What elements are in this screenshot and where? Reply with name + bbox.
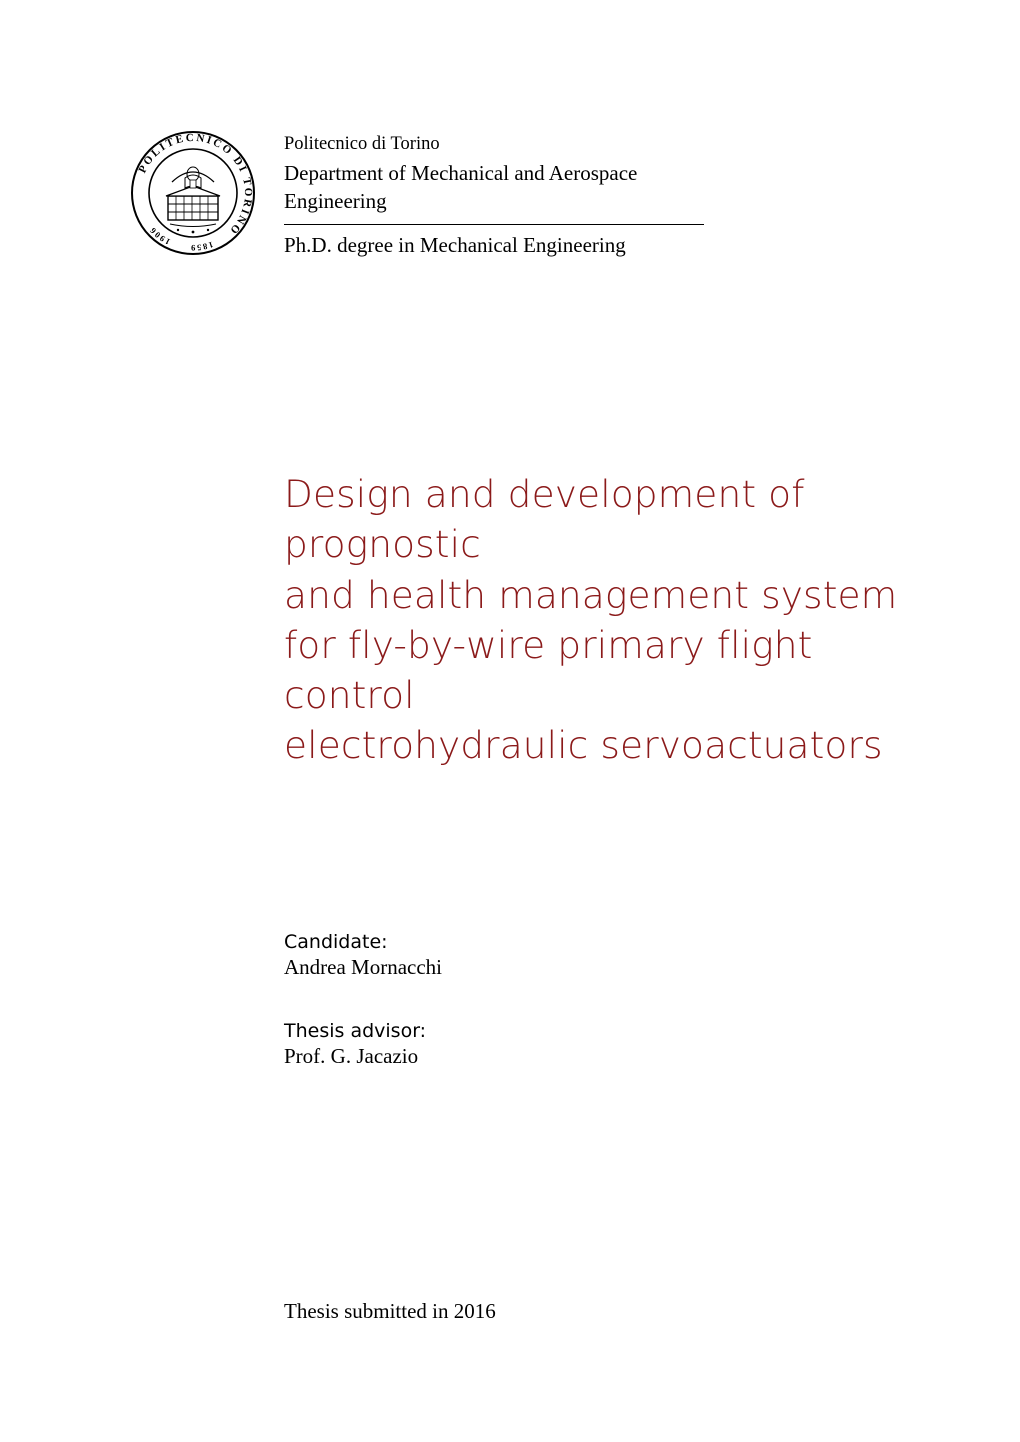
title-line2: and health management system <box>284 573 897 617</box>
page-root: POLITECNICO DI TORINO 1859 1906 <box>0 0 1020 1442</box>
title-line3: for fly-by-wire primary flight control <box>284 623 812 717</box>
title-line4: electrohydraulic servoactuators <box>284 723 883 767</box>
header-text-block: Politecnico di Torino Department of Mech… <box>284 130 930 259</box>
institution-name: Politecnico di Torino <box>284 132 930 157</box>
candidate-name: Andrea Mornacchi <box>284 955 930 980</box>
candidate-label: Candidate: <box>284 931 930 953</box>
header-row: POLITECNICO DI TORINO 1859 1906 <box>130 130 930 259</box>
department-line2: Engineering <box>284 187 930 215</box>
main-content-block: Design and development of prognostic and… <box>284 469 930 1324</box>
degree-line: Ph.D. degree in Mechanical Engineering <box>284 231 930 259</box>
header-rule <box>284 224 704 225</box>
submission-line: Thesis submitted in 2016 <box>284 1299 930 1324</box>
advisor-label: Thesis advisor: <box>284 1020 930 1042</box>
title-line1: Design and development of prognostic <box>284 472 805 566</box>
department-line1: Department of Mechanical and Aerospace <box>284 159 930 187</box>
university-seal-icon: POLITECNICO DI TORINO 1859 1906 <box>130 130 256 256</box>
thesis-title: Design and development of prognostic and… <box>284 469 930 771</box>
advisor-name: Prof. G. Jacazio <box>284 1044 930 1069</box>
